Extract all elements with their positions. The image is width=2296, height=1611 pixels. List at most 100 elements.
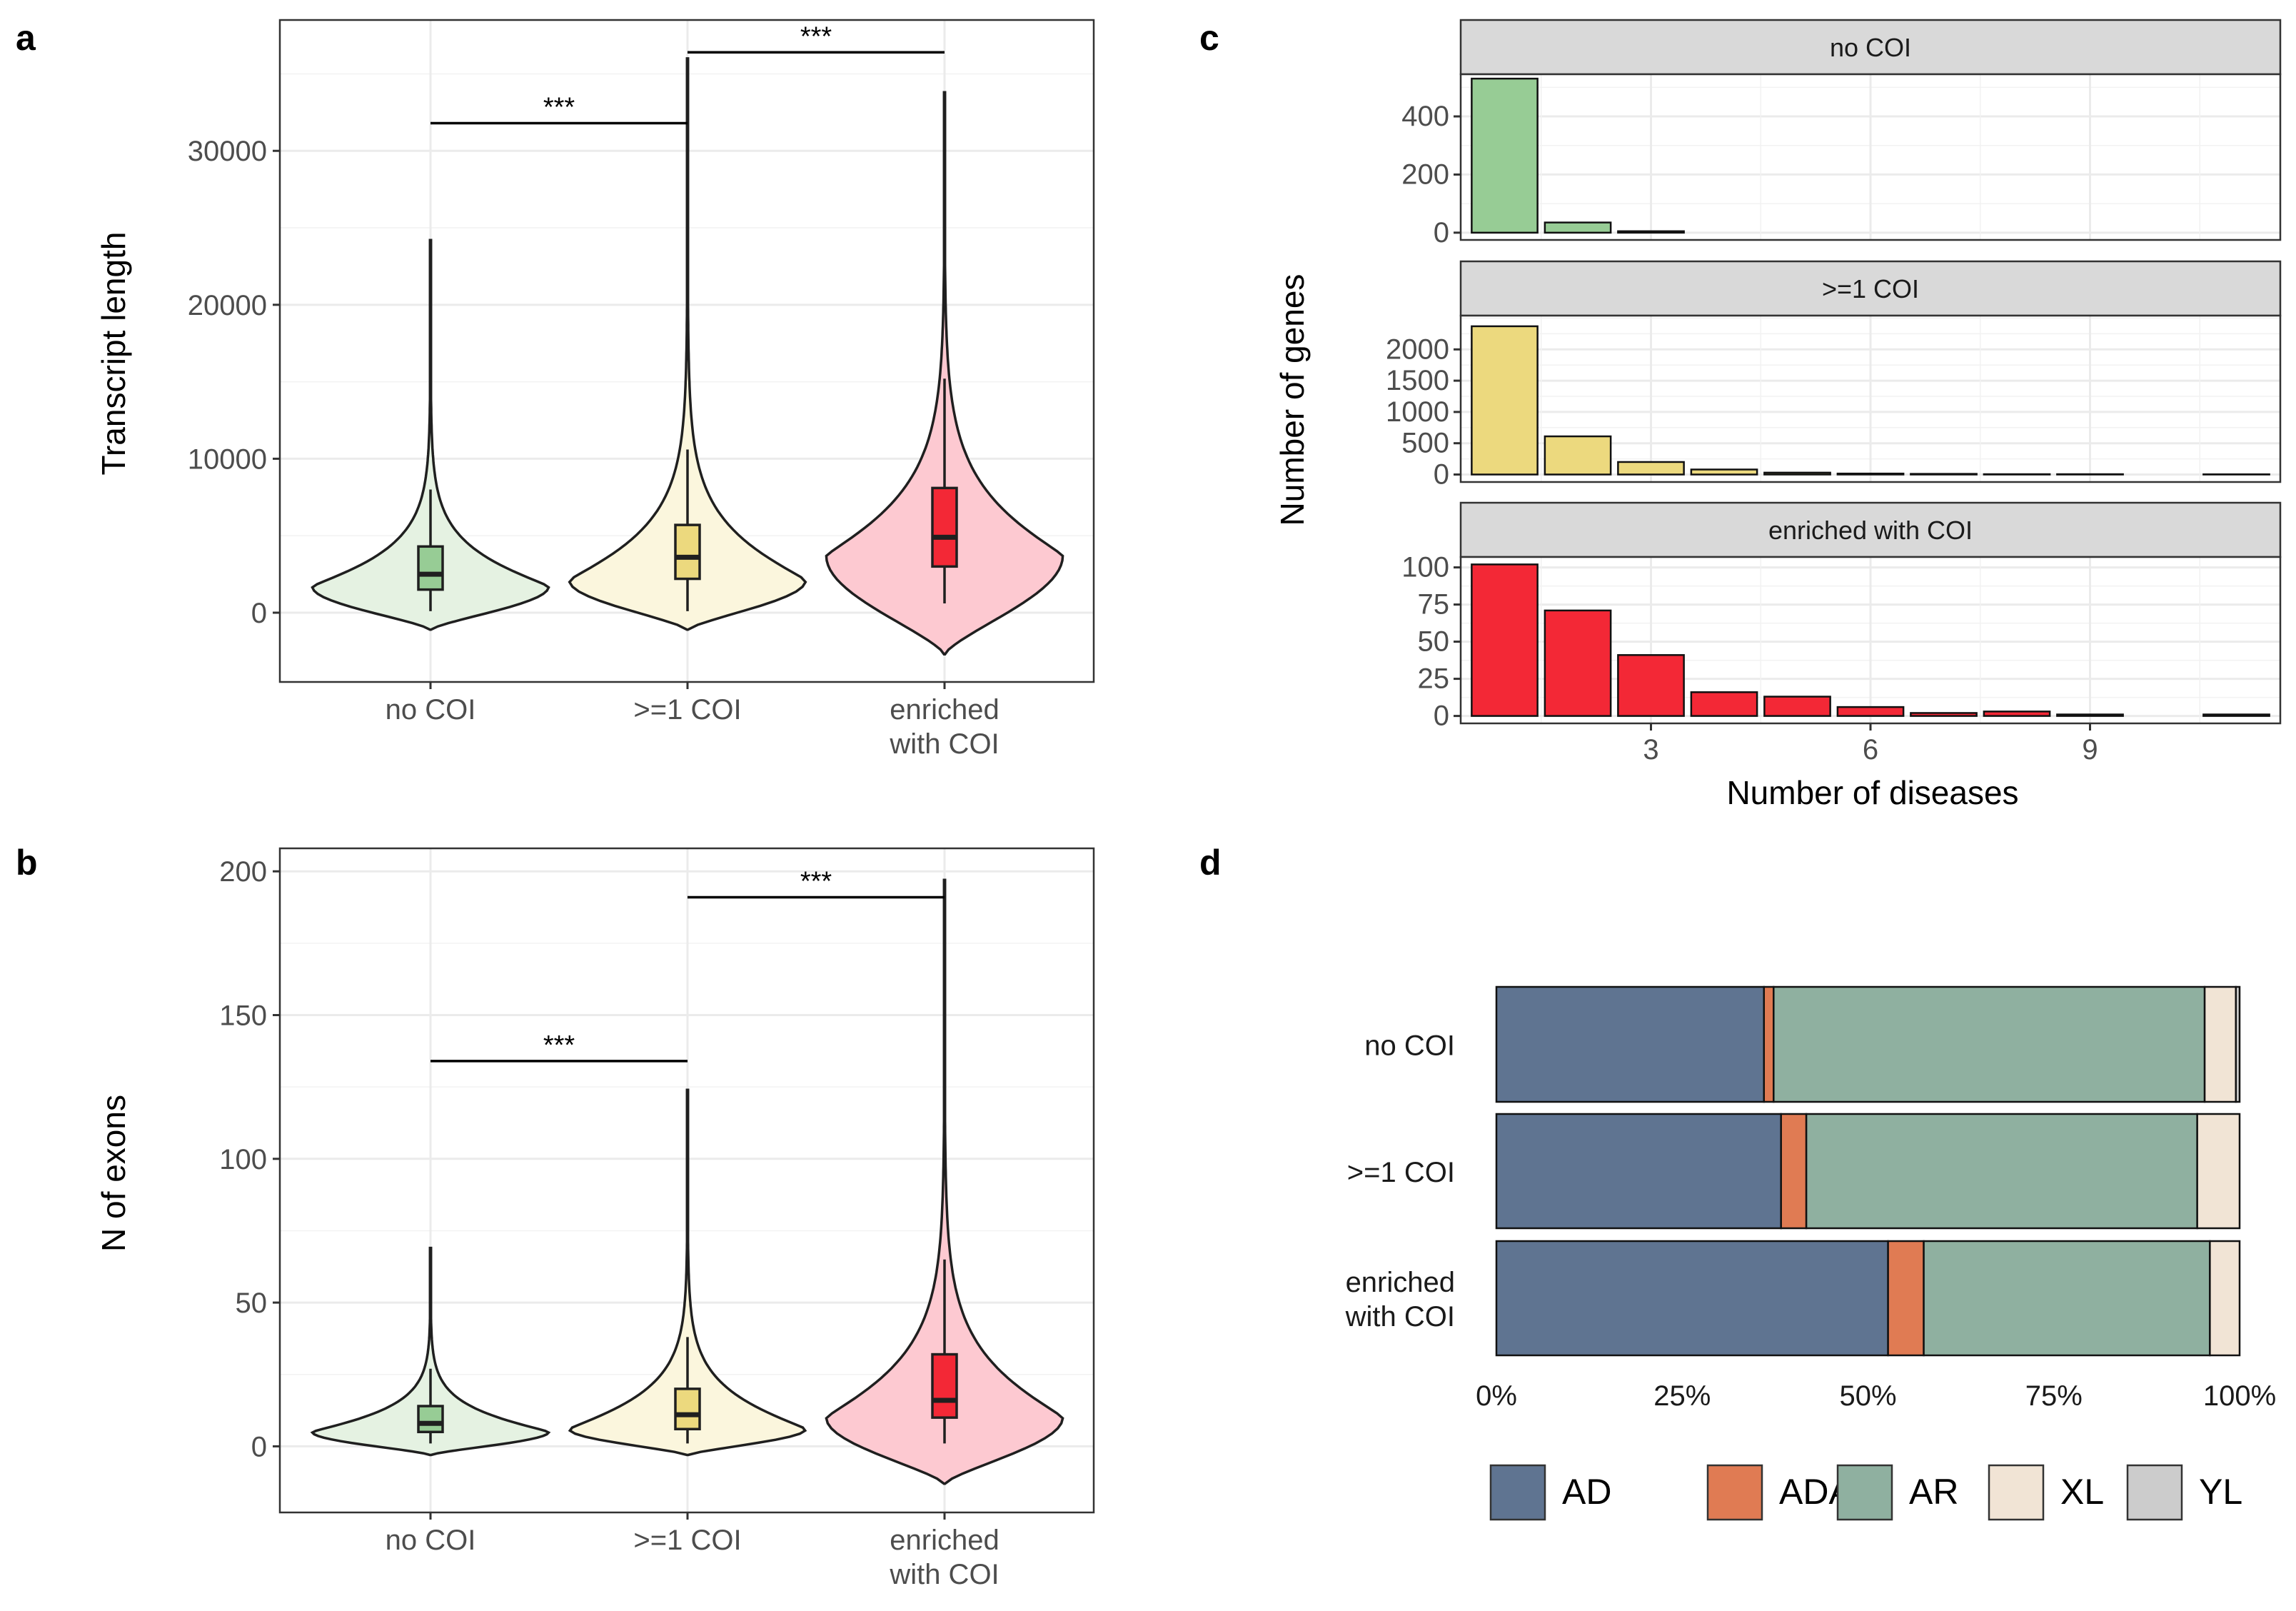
stacked-segment-xl xyxy=(2203,985,2237,1103)
bar xyxy=(1836,706,1905,717)
legend-swatch-adar xyxy=(1706,1464,1763,1521)
panel-c-x-axis-title: Number of diseases xyxy=(1726,774,2018,811)
x-tick-label: with COI xyxy=(889,1559,999,1590)
bar xyxy=(1690,691,1758,717)
stacked-segment-ar xyxy=(1923,1240,2211,1357)
stacked-segment-adar xyxy=(1780,1113,1808,1230)
bar xyxy=(1763,696,1831,717)
y-tick-label: 500 xyxy=(1401,428,1449,459)
boxplot-box-2 xyxy=(931,486,958,568)
bar xyxy=(1617,654,1685,717)
violin-0 xyxy=(311,239,550,631)
y-tick-label: 10000 xyxy=(188,443,267,475)
bar xyxy=(1544,609,1612,717)
violin-1 xyxy=(568,57,807,631)
x-tick-label: enriched xyxy=(890,694,999,726)
violin-2 xyxy=(825,91,1064,656)
bar xyxy=(2202,713,2270,717)
y-tick-label: 0 xyxy=(1434,701,1449,732)
y-tick-label: 400 xyxy=(1401,101,1449,132)
x-tick-label: 100% xyxy=(2203,1380,2276,1412)
legend-label-ar: AR xyxy=(1909,1472,1958,1512)
legend-swatch-ad xyxy=(1489,1464,1546,1521)
x-tick-label: 75% xyxy=(2025,1380,2083,1412)
x-tick-label: 3 xyxy=(1643,734,1658,766)
y-tick-label: 50 xyxy=(1418,626,1450,658)
bar xyxy=(1471,563,1539,717)
x-tick-label: 0% xyxy=(1476,1380,1517,1412)
significance-label-1: *** xyxy=(800,21,832,51)
y-tick-label: 1000 xyxy=(1386,396,1449,428)
bar xyxy=(1544,221,1612,234)
facet-strip-0 xyxy=(1459,19,2282,76)
category-label: with COI xyxy=(1345,1301,1455,1333)
stacked-segment-adar xyxy=(1887,1240,1925,1357)
y-tick-label: 100 xyxy=(219,1144,267,1175)
bar xyxy=(1983,711,2051,717)
panel-letter-b: b xyxy=(16,843,38,883)
facet-strip-label-2: enriched with COI xyxy=(1768,516,1973,545)
y-tick-label: 75 xyxy=(1418,589,1450,621)
legend-swatch-xl xyxy=(1988,1464,2045,1521)
stacked-segment-ad xyxy=(1495,985,1766,1103)
x-tick-label: no COI xyxy=(386,1525,476,1556)
significance-label-0: *** xyxy=(543,92,575,122)
stacked-segment-adar xyxy=(1763,985,1775,1103)
stacked-segment-xl xyxy=(2209,1240,2241,1357)
x-tick-label: 25% xyxy=(1653,1380,1711,1412)
stacked-segment-ad xyxy=(1495,1113,1782,1230)
x-tick-label: no COI xyxy=(386,694,476,726)
panel-b-y-axis-title: N of exons xyxy=(95,1095,132,1252)
violin-2 xyxy=(825,878,1064,1485)
boxplot-box-1 xyxy=(674,523,701,581)
bar xyxy=(1910,473,1978,476)
y-tick-label: 1500 xyxy=(1386,365,1449,396)
legend-label-xl: XL xyxy=(2060,1472,2104,1512)
significance-label-0: *** xyxy=(543,1030,575,1060)
panel-letter-a: a xyxy=(16,18,36,58)
y-tick-label: 0 xyxy=(251,598,267,629)
x-tick-label: 50% xyxy=(1839,1380,1896,1412)
boxplot-box-0 xyxy=(417,1405,444,1434)
bar xyxy=(2056,713,2124,717)
y-tick-label: 2000 xyxy=(1386,333,1449,365)
y-tick-label: 25 xyxy=(1418,663,1450,695)
facet-strip-2 xyxy=(1459,501,2282,558)
y-tick-label: 20000 xyxy=(188,290,267,321)
y-tick-label: 30000 xyxy=(188,136,267,167)
facet-strip-1 xyxy=(1459,260,2282,317)
legend-label-yl: YL xyxy=(2199,1472,2242,1512)
category-label: >=1 COI xyxy=(1347,1157,1455,1188)
boxplot-box-1 xyxy=(674,1387,701,1430)
facet-strip-label-1: >=1 COI xyxy=(1822,274,1919,303)
category-label: enriched xyxy=(1346,1267,1455,1298)
x-tick-label: 6 xyxy=(1863,734,1878,766)
y-tick-label: 0 xyxy=(1434,458,1449,490)
legend-swatch-ar xyxy=(1836,1464,1893,1521)
panel-c-y-axis-title: Number of genes xyxy=(1274,274,1311,526)
panel-a-violin-chart: Transcript length *** *** 0 10000 20000 30000… xyxy=(95,19,1095,760)
bar xyxy=(1471,325,1539,476)
bar xyxy=(1617,461,1685,476)
bar xyxy=(1544,435,1612,476)
panel-a-y-axis-title: Transcript length xyxy=(95,232,132,476)
x-tick-label: enriched xyxy=(890,1525,999,1556)
stacked-segment-xl xyxy=(2196,1113,2241,1230)
y-tick-label: 200 xyxy=(1401,159,1449,190)
y-tick-label: 0 xyxy=(1434,217,1449,249)
violin-0 xyxy=(310,1246,551,1457)
legend-swatch-yl xyxy=(2126,1464,2183,1521)
category-label: no COI xyxy=(1364,1030,1455,1062)
panel-b-violin-chart: N of exons *** *** 0 50 100 150 200 no COI >=1 C… xyxy=(95,847,1095,1590)
y-tick-label: 0 xyxy=(251,1431,267,1462)
panel-letter-c: c xyxy=(1199,18,1219,58)
bar xyxy=(1617,230,1685,234)
y-tick-label: 100 xyxy=(1401,552,1449,583)
violin-1 xyxy=(568,1088,807,1457)
stacked-segment-ar xyxy=(1805,1113,2198,1230)
panel-c-faceted-bar-chart: Number of genes Number of diseases no CO… xyxy=(1274,19,2282,811)
bar xyxy=(1763,471,1831,476)
panel-letter-d: d xyxy=(1199,843,1222,883)
